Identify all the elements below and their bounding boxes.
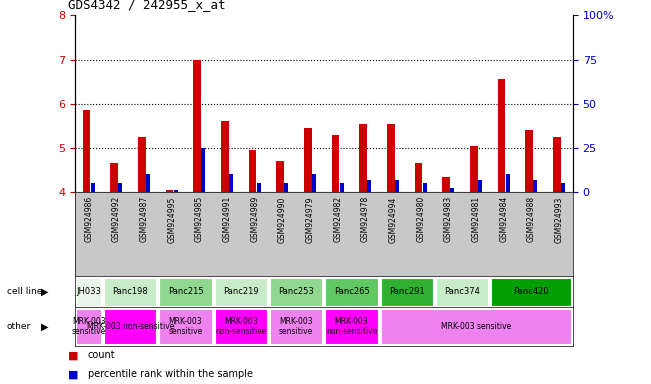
Bar [83, 110, 90, 192]
Bar [276, 161, 284, 192]
Text: Panc291: Panc291 [389, 287, 424, 296]
Bar [331, 135, 339, 192]
Bar [395, 180, 399, 192]
Bar [422, 183, 426, 192]
Text: GSM924978: GSM924978 [361, 196, 370, 242]
Bar [326, 309, 378, 344]
Text: GSM924988: GSM924988 [527, 196, 536, 242]
Bar [159, 309, 212, 344]
Text: Panc420: Panc420 [514, 287, 549, 296]
Text: GSM924982: GSM924982 [333, 196, 342, 242]
Text: Panc219: Panc219 [223, 287, 258, 296]
Bar [359, 124, 367, 192]
Bar [415, 163, 422, 192]
Bar [381, 278, 433, 306]
Text: Panc374: Panc374 [444, 287, 480, 296]
Bar [118, 183, 122, 192]
Text: GSM924994: GSM924994 [389, 196, 398, 243]
Bar [340, 183, 344, 192]
Bar [506, 174, 510, 192]
Bar [497, 79, 505, 192]
Text: ■: ■ [68, 369, 79, 379]
Bar [367, 180, 371, 192]
Bar [492, 278, 572, 306]
Text: GSM924983: GSM924983 [444, 196, 453, 242]
Text: count: count [88, 350, 115, 360]
Text: GSM924987: GSM924987 [139, 196, 148, 242]
Bar [326, 278, 378, 306]
Text: MRK-003 non-sensitive: MRK-003 non-sensitive [87, 322, 174, 331]
Text: MRK-003
sensitive: MRK-003 sensitive [169, 317, 202, 336]
Bar [256, 183, 260, 192]
Bar [249, 150, 256, 192]
Bar [312, 174, 316, 192]
Bar [138, 137, 146, 192]
Bar [159, 278, 212, 306]
Bar [110, 163, 118, 192]
Bar [221, 121, 229, 192]
Bar [284, 183, 288, 192]
Text: cell line: cell line [7, 287, 42, 296]
Text: GSM924992: GSM924992 [112, 196, 121, 242]
Text: GSM924986: GSM924986 [84, 196, 93, 242]
Bar [104, 309, 156, 344]
Text: MRK-003 sensitive: MRK-003 sensitive [441, 322, 511, 331]
Bar [174, 190, 178, 192]
Bar [525, 130, 533, 192]
Bar [470, 146, 478, 192]
Bar [201, 148, 205, 192]
Bar [215, 278, 267, 306]
Bar [193, 60, 201, 192]
Text: GSM924985: GSM924985 [195, 196, 204, 242]
Bar [442, 177, 450, 192]
Text: GSM924979: GSM924979 [305, 196, 314, 243]
Text: MRK-003
non-sensitive: MRK-003 non-sensitive [215, 317, 266, 336]
Bar [165, 190, 173, 192]
Text: MRK-003
sensitive: MRK-003 sensitive [279, 317, 313, 336]
Text: other: other [7, 322, 31, 331]
Text: GSM924990: GSM924990 [278, 196, 287, 243]
Text: Panc253: Panc253 [279, 287, 314, 296]
Text: GSM924993: GSM924993 [555, 196, 564, 243]
Bar [533, 180, 537, 192]
Bar [478, 180, 482, 192]
Text: ■: ■ [68, 350, 79, 360]
Text: ▶: ▶ [41, 287, 49, 297]
Bar [553, 137, 561, 192]
Text: GSM924989: GSM924989 [250, 196, 259, 242]
Text: ▶: ▶ [41, 321, 49, 331]
Text: GSM924991: GSM924991 [223, 196, 232, 242]
Bar [381, 309, 572, 344]
Text: GSM924980: GSM924980 [416, 196, 425, 242]
Bar [436, 278, 488, 306]
Bar [304, 128, 312, 192]
Bar [76, 278, 101, 306]
Text: JH033: JH033 [76, 287, 101, 296]
Bar [90, 183, 94, 192]
Bar [387, 124, 395, 192]
Bar [146, 174, 150, 192]
Text: Panc265: Panc265 [334, 287, 369, 296]
Text: MRK-003
non-sensitive: MRK-003 non-sensitive [326, 317, 377, 336]
Text: Panc198: Panc198 [113, 287, 148, 296]
Bar [270, 309, 322, 344]
Text: GDS4342 / 242955_x_at: GDS4342 / 242955_x_at [68, 0, 226, 12]
Bar [561, 183, 565, 192]
Text: GSM924984: GSM924984 [499, 196, 508, 242]
Bar [450, 189, 454, 192]
Bar [270, 278, 322, 306]
Text: percentile rank within the sample: percentile rank within the sample [88, 369, 253, 379]
Bar [76, 309, 101, 344]
Text: Panc215: Panc215 [168, 287, 203, 296]
Bar [215, 309, 267, 344]
Text: GSM924981: GSM924981 [471, 196, 480, 242]
Text: MRK-003
sensitive: MRK-003 sensitive [72, 317, 106, 336]
Bar [229, 174, 233, 192]
Text: GSM924995: GSM924995 [167, 196, 176, 243]
Bar [104, 278, 156, 306]
